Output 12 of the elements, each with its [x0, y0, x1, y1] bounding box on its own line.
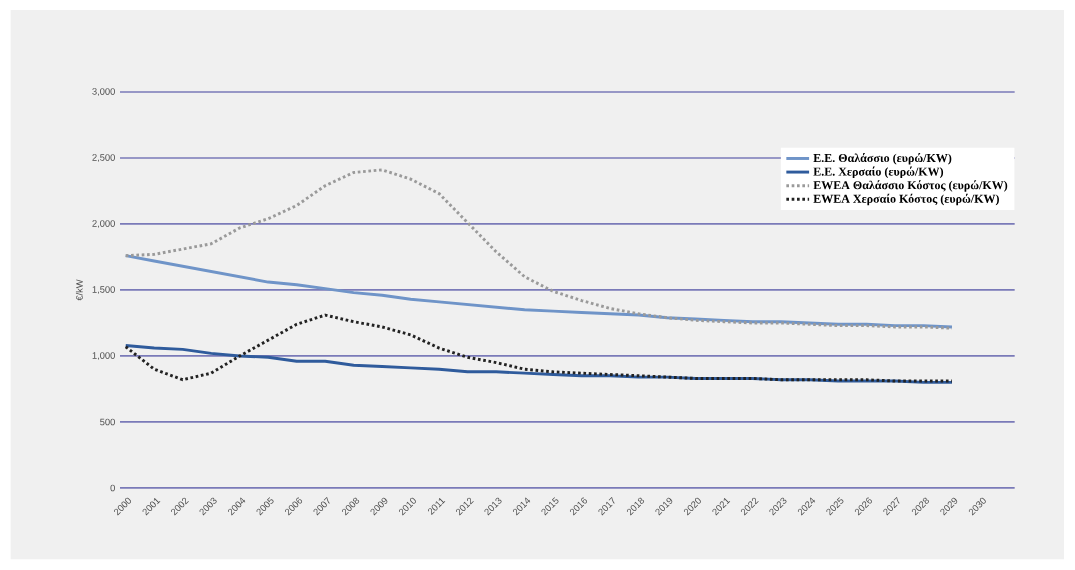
y-tick-label: 2,500	[92, 154, 115, 162]
y-tick-label: 500	[100, 418, 115, 426]
y-tick-label: 1,000	[92, 352, 115, 360]
y-tick-label: 1,500	[92, 286, 115, 294]
y-axis-title: €/kW	[75, 279, 83, 301]
legend-label: Ε.Ε. Χερσαίο (ευρώ/KW)	[813, 166, 944, 179]
legend-label: Ε.Ε. Θαλάσσιο (ευρώ/KW)	[813, 153, 952, 165]
y-tick-label: 0	[110, 484, 115, 492]
y-tick-label: 2,000	[92, 220, 115, 228]
legend-label: EWEA Θαλάσσιο Κόστος (ευρώ/KW)	[813, 180, 1008, 192]
legend-label: EWEA Χερσαίο Κόστος (ευρώ/KW)	[813, 193, 999, 206]
y-tick-label: 3,000	[92, 88, 115, 96]
